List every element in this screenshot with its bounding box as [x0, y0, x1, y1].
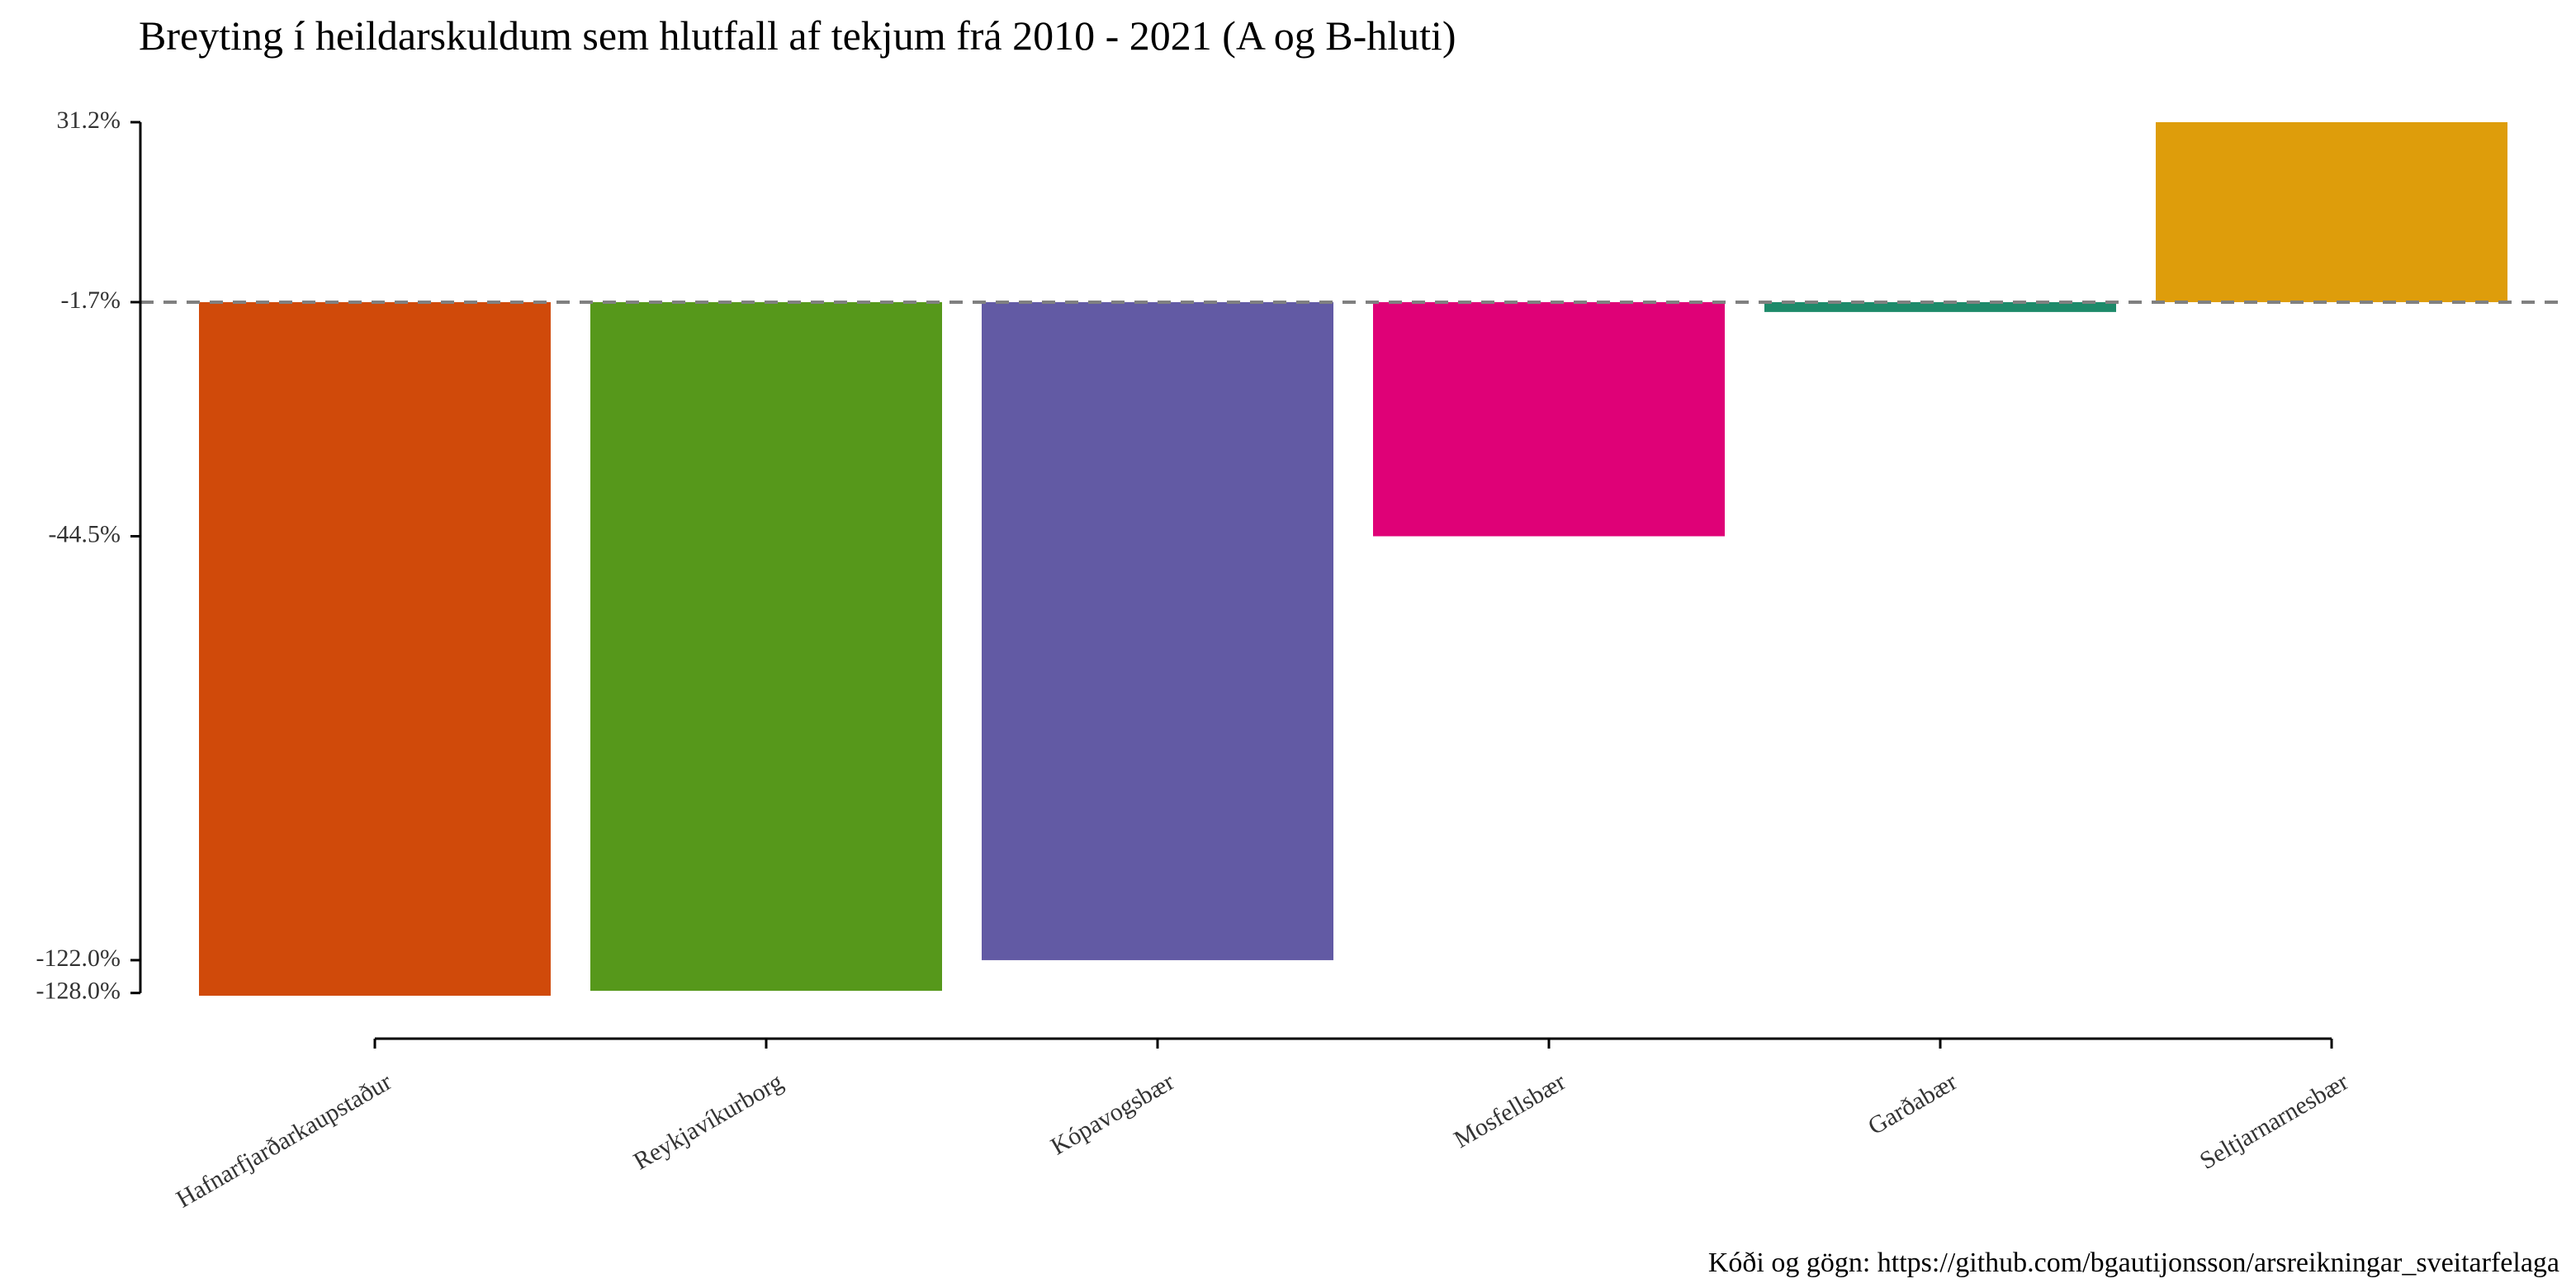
y-tick-label: -1.7%: [61, 286, 121, 314]
x-tick-label: Mosfellsbær: [1449, 1068, 1570, 1153]
bar-Seltjarnarnesbær: [2156, 122, 2507, 302]
caption: Kóði og gögn: https://github.com/bgautij…: [1707, 1248, 2559, 1278]
x-tick-label: Hafnarfjarðarkaupstaður: [172, 1068, 396, 1213]
bar-Reykjavíkurborg: [590, 301, 942, 992]
y-tick-label: -122.0%: [36, 945, 121, 972]
chart-title: Breyting í heildarskuldum sem hlutfall a…: [139, 12, 1456, 59]
x-tick-label: Reykjavíkurborg: [629, 1068, 788, 1175]
y-tick-label: -44.5%: [49, 520, 121, 547]
x-tick-label: Kópavogsbær: [1046, 1068, 1179, 1160]
y-tick-label: -128.0%: [36, 978, 121, 1005]
x-tick-label: Garðabær: [1863, 1068, 1962, 1140]
y-tick-label: 31.2%: [57, 107, 121, 134]
bar-Kópavogsbær: [982, 301, 1333, 960]
x-tick-label: Seltjarnarnesbær: [2195, 1068, 2353, 1174]
bar-Hafnarfjarðarkaupstaður: [199, 301, 551, 996]
bar-Garðabær: [1764, 301, 2116, 312]
bar-Mosfellsbær: [1373, 301, 1725, 537]
